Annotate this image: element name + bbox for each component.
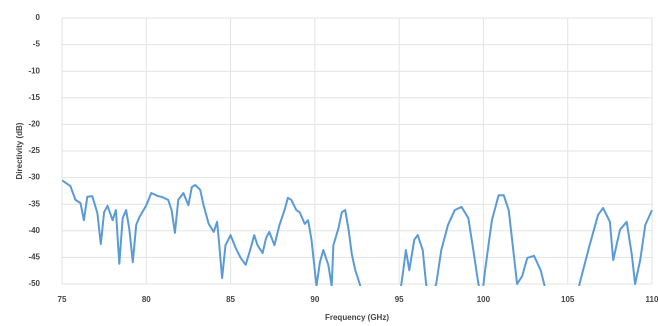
x-tick-label: 90 [310, 295, 319, 304]
x-tick-label: 80 [142, 295, 151, 304]
y-tick-label: -40 [28, 226, 40, 235]
x-tick-label: 100 [477, 295, 491, 304]
x-tick-label: 75 [58, 295, 67, 304]
y-axis-label: Directivity (dB) [15, 122, 24, 179]
y-tick-label: -45 [28, 253, 40, 262]
y-tick-label: -25 [28, 146, 40, 155]
y-tick-label: -20 [28, 120, 40, 129]
y-tick-label: -5 [33, 40, 41, 49]
x-tick-label: 110 [646, 295, 658, 304]
x-tick-label: 85 [226, 295, 235, 304]
y-tick-label: -50 [28, 279, 40, 288]
x-tick-label: 105 [561, 295, 575, 304]
y-tick-label: -30 [28, 173, 40, 182]
y-tick-label: -10 [28, 66, 40, 75]
data-line [62, 179, 653, 286]
y-tick-label: -35 [28, 199, 40, 208]
x-tick-label: 95 [395, 295, 404, 304]
y-tick-label: -15 [28, 93, 40, 102]
x-axis-label: Frequency (GHz) [325, 313, 389, 322]
y-tick-label: 0 [36, 13, 41, 22]
